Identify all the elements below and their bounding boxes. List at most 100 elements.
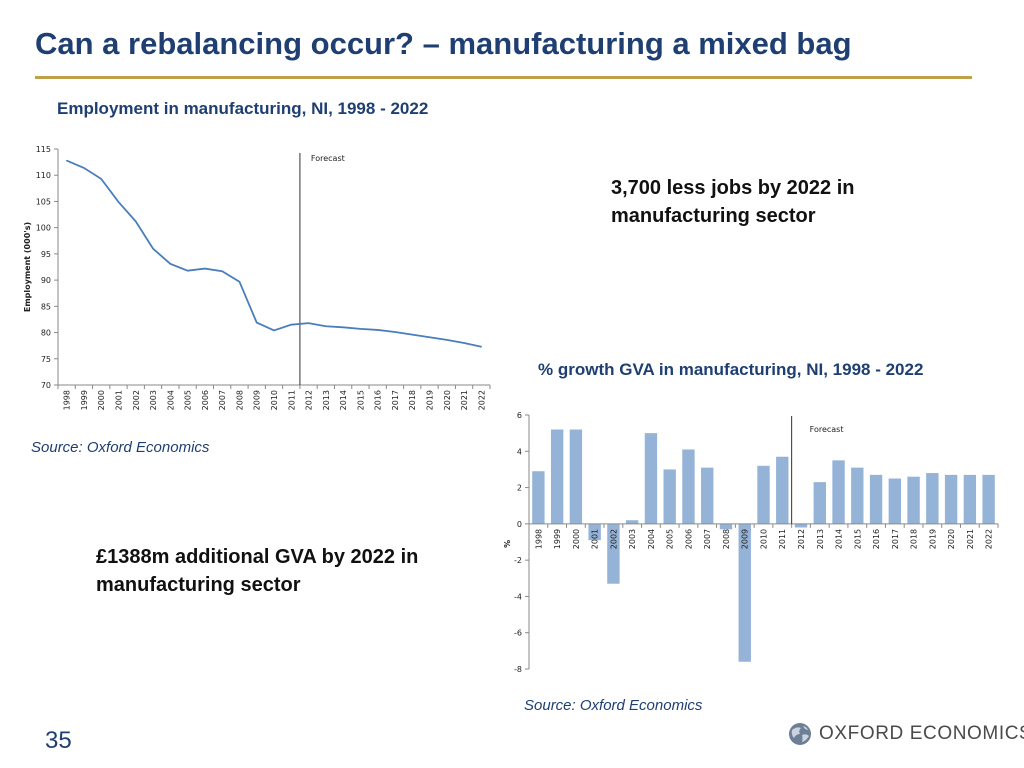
- x-tick-label: 2001: [591, 529, 600, 549]
- x-tick-label: 2000: [572, 529, 581, 549]
- data-point: [117, 201, 120, 203]
- y-tick-label: 6: [517, 411, 522, 420]
- x-tick-label: 2019: [928, 529, 937, 549]
- data-point: [256, 321, 258, 324]
- data-point: [100, 178, 102, 180]
- globe-icon: [789, 723, 811, 745]
- gva-bar: [663, 469, 676, 524]
- data-point: [221, 270, 223, 272]
- title-divider: [35, 76, 972, 79]
- x-tick-label: 2020: [443, 390, 452, 410]
- x-tick-label: 2012: [305, 390, 314, 410]
- x-tick-label: 2008: [235, 390, 244, 410]
- gva-bar: [569, 429, 583, 524]
- x-tick-label: 1998: [63, 390, 72, 410]
- data-point: [394, 331, 396, 333]
- gva-bar: [888, 478, 902, 524]
- y-tick-label: 4: [517, 447, 522, 456]
- x-tick-label: 2018: [408, 390, 417, 410]
- data-point: [66, 159, 68, 162]
- employment-line-chart: 70 75 80 85 90 95 100 105 110 115 1998 1999 2000 2001…: [23, 145, 491, 410]
- x-tick-label: 2005: [184, 390, 193, 410]
- forecast-label: Forecast: [311, 154, 345, 163]
- gva-bar: [907, 476, 920, 524]
- gva-bar: [701, 467, 714, 524]
- y-tick-label: 85: [41, 302, 51, 311]
- data-point: [377, 329, 379, 331]
- oxford-economics-logo: OXFORD ECONOMICS: [788, 721, 1024, 747]
- gva-chart-source: Source: Oxford Economics: [524, 697, 703, 714]
- y-tick-label: 105: [36, 197, 51, 206]
- x-tick-label: 2006: [684, 529, 693, 549]
- x-tick-label: 2010: [270, 390, 279, 410]
- y-tick-label: 115: [36, 145, 51, 154]
- x-tick-label: 2009: [253, 390, 262, 410]
- data-point: [83, 167, 85, 169]
- gva-bar: [607, 523, 620, 584]
- x-tick-label: 2022: [985, 529, 994, 549]
- x-tick-label: 2011: [778, 529, 787, 549]
- gva-bar: [851, 467, 864, 524]
- x-tick-label: 2007: [703, 529, 712, 549]
- data-point: [290, 324, 292, 326]
- x-tick-label: 2018: [910, 529, 919, 549]
- gva-bar: [757, 465, 770, 524]
- x-tick-label: 1999: [553, 529, 562, 549]
- gva-bar-chart: -8 -6 -4 -2 0 2 4 6% 1998 1999 2000 2001 2002 2003 200…: [503, 411, 999, 674]
- gva-bar: [625, 520, 639, 524]
- y-tick-label: -6: [514, 629, 522, 638]
- x-tick-label: 2004: [647, 529, 656, 549]
- data-point: [325, 325, 327, 327]
- y-axis-label: Employment (000's): [23, 222, 32, 312]
- x-tick-label: 2009: [741, 529, 750, 549]
- forecast-label: Forecast: [810, 425, 844, 434]
- x-tick-label: 2015: [853, 529, 862, 549]
- x-tick-label: 2002: [609, 529, 618, 549]
- gva-callout: £1388m additional GVA by 2022 in manufac…: [96, 546, 419, 596]
- x-tick-label: 2006: [201, 390, 210, 410]
- gva-bar: [813, 482, 826, 524]
- gva-chart-title: % growth GVA in manufacturing, NI, 1998 …: [538, 360, 924, 379]
- y-tick-label: 80: [41, 329, 51, 338]
- x-tick-label: 2004: [166, 390, 175, 410]
- gva-bar: [776, 456, 789, 524]
- y-tick-label: 90: [41, 276, 51, 285]
- x-tick-label: 2007: [218, 390, 227, 410]
- gva-bar: [738, 523, 751, 662]
- data-point: [480, 346, 482, 348]
- x-tick-label: 2001: [114, 390, 123, 410]
- x-tick-label: 1999: [80, 390, 89, 410]
- x-tick-label: 2002: [132, 390, 141, 410]
- data-point: [411, 334, 413, 336]
- x-tick-label: 2014: [339, 390, 348, 410]
- x-tick-label: 2000: [97, 390, 106, 410]
- slide-title: Can a rebalancing occur? – manufacturing…: [35, 26, 852, 61]
- y-tick-label: 95: [41, 250, 51, 259]
- x-tick-label: 2012: [797, 529, 806, 549]
- x-tick-label: 2021: [460, 390, 469, 410]
- logo-text: OXFORD ECONOMICS: [819, 723, 1024, 744]
- x-tick-label: 2003: [149, 390, 158, 410]
- gva-bar: [588, 523, 601, 541]
- gva-bar: [869, 474, 883, 524]
- y-tick-label: 0: [517, 520, 522, 529]
- gva-bar: [832, 460, 845, 524]
- x-tick-label: 2005: [666, 529, 675, 549]
- y-tick-label: 110: [36, 171, 51, 180]
- data-point: [307, 322, 310, 324]
- gva-bar: [532, 471, 545, 524]
- data-point: [204, 267, 206, 270]
- gva-bar: [550, 429, 564, 524]
- data-point: [446, 339, 448, 341]
- data-point: [342, 326, 344, 328]
- jobs-callout: 3,700 less jobs by 2022 in manufacturing…: [611, 177, 855, 227]
- x-tick-label: 2020: [947, 529, 956, 549]
- data-point: [169, 263, 171, 265]
- employment-chart-title: Employment in manufacturing, NI, 1998 - …: [57, 99, 429, 118]
- page-number: 35: [45, 727, 72, 754]
- employment-chart-source: Source: Oxford Economics: [31, 439, 210, 456]
- y-tick-label: 70: [41, 381, 51, 390]
- x-tick-label: 2019: [426, 390, 435, 410]
- data-point: [463, 342, 465, 344]
- x-tick-label: 2003: [628, 529, 637, 549]
